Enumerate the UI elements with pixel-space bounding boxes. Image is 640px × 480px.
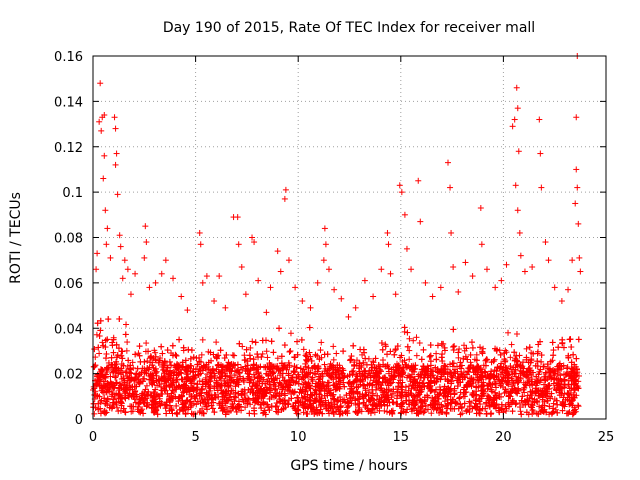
data-point bbox=[135, 350, 142, 357]
data-point bbox=[333, 350, 340, 357]
data-point bbox=[96, 350, 103, 357]
data-point bbox=[143, 382, 150, 389]
data-points bbox=[90, 53, 584, 418]
data-point bbox=[242, 404, 249, 411]
data-point bbox=[406, 335, 413, 342]
data-point bbox=[93, 331, 100, 338]
data-point bbox=[574, 402, 581, 409]
data-point bbox=[247, 344, 254, 351]
data-point bbox=[302, 360, 309, 367]
data-point bbox=[507, 354, 514, 361]
data-point bbox=[263, 348, 270, 355]
data-point bbox=[264, 354, 271, 361]
data-point bbox=[406, 356, 413, 363]
data-point bbox=[410, 337, 417, 344]
data-point bbox=[114, 404, 121, 411]
data-point bbox=[124, 339, 131, 346]
data-point bbox=[355, 365, 362, 372]
data-point bbox=[289, 374, 296, 381]
data-point bbox=[523, 345, 530, 352]
data-point bbox=[461, 342, 468, 349]
data-point bbox=[455, 354, 462, 361]
data-point bbox=[123, 347, 130, 354]
data-point bbox=[91, 410, 98, 417]
data-point bbox=[575, 403, 582, 410]
data-point bbox=[428, 410, 435, 417]
data-point bbox=[302, 352, 309, 359]
data-point bbox=[198, 351, 205, 358]
data-point bbox=[371, 409, 378, 416]
data-point bbox=[300, 409, 307, 416]
data-point bbox=[528, 403, 535, 410]
data-point bbox=[300, 346, 307, 353]
data-point bbox=[496, 347, 503, 354]
data-point bbox=[433, 356, 440, 363]
data-point bbox=[128, 408, 135, 415]
data-point bbox=[239, 343, 246, 350]
data-point bbox=[413, 352, 420, 359]
data-point bbox=[199, 336, 206, 343]
data-point bbox=[392, 347, 399, 354]
data-point bbox=[453, 363, 460, 370]
data-point bbox=[413, 334, 420, 341]
data-point bbox=[143, 340, 150, 347]
data-point bbox=[370, 358, 377, 365]
data-point bbox=[463, 408, 470, 415]
data-point bbox=[344, 403, 351, 410]
data-point bbox=[229, 352, 236, 359]
data-point bbox=[144, 358, 151, 365]
data-point bbox=[433, 350, 440, 357]
data-point bbox=[416, 339, 423, 346]
data-point bbox=[491, 356, 498, 363]
data-point bbox=[259, 350, 266, 357]
data-point bbox=[204, 371, 211, 378]
dense-band bbox=[90, 315, 582, 418]
